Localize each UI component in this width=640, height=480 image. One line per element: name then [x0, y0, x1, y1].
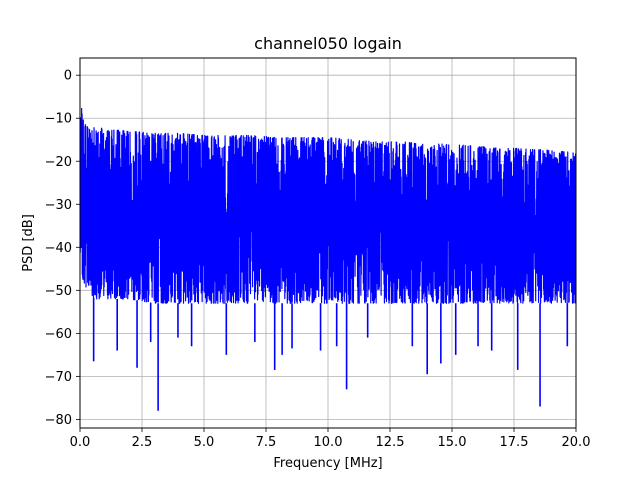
y-tick-label: −30 — [45, 198, 72, 213]
x-axis: 0.0 2.5 5.0 7.5 10.0 12.5 15.0 17.5 20.0 — [70, 428, 591, 450]
y-tick-label: −80 — [45, 413, 72, 428]
y-tick-label: −60 — [45, 327, 72, 342]
x-tick-label: 12.5 — [376, 435, 405, 450]
y-tick-label: −20 — [45, 155, 72, 170]
x-tick-label: 5.0 — [194, 435, 215, 450]
x-tick-label: 2.5 — [132, 435, 153, 450]
y-axis: 0 −10 −20 −30 −40 −50 −60 −70 −80 — [45, 69, 80, 428]
x-tick-label: 0.0 — [70, 435, 91, 450]
y-axis-label: PSD [dB] — [21, 214, 36, 272]
y-tick-label: −70 — [45, 370, 72, 385]
psd-trace — [80, 107, 576, 304]
x-tick-label: 20.0 — [562, 435, 591, 450]
y-tick-label: −10 — [45, 112, 72, 127]
y-tick-label: 0 — [64, 69, 72, 84]
x-tick-label: 7.5 — [256, 435, 277, 450]
x-tick-label: 10.0 — [314, 435, 343, 450]
y-tick-label: −40 — [45, 241, 72, 256]
y-tick-label: −50 — [45, 284, 72, 299]
x-tick-label: 15.0 — [438, 435, 467, 450]
x-axis-label: Frequency [MHz] — [273, 456, 382, 471]
data-area — [80, 107, 576, 411]
x-tick-label: 17.5 — [500, 435, 529, 450]
chart-title: channel050 logain — [254, 34, 402, 53]
